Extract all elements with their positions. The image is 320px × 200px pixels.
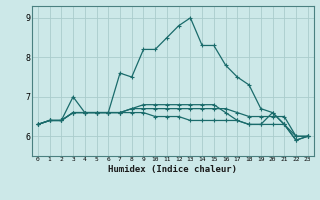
- X-axis label: Humidex (Indice chaleur): Humidex (Indice chaleur): [108, 165, 237, 174]
